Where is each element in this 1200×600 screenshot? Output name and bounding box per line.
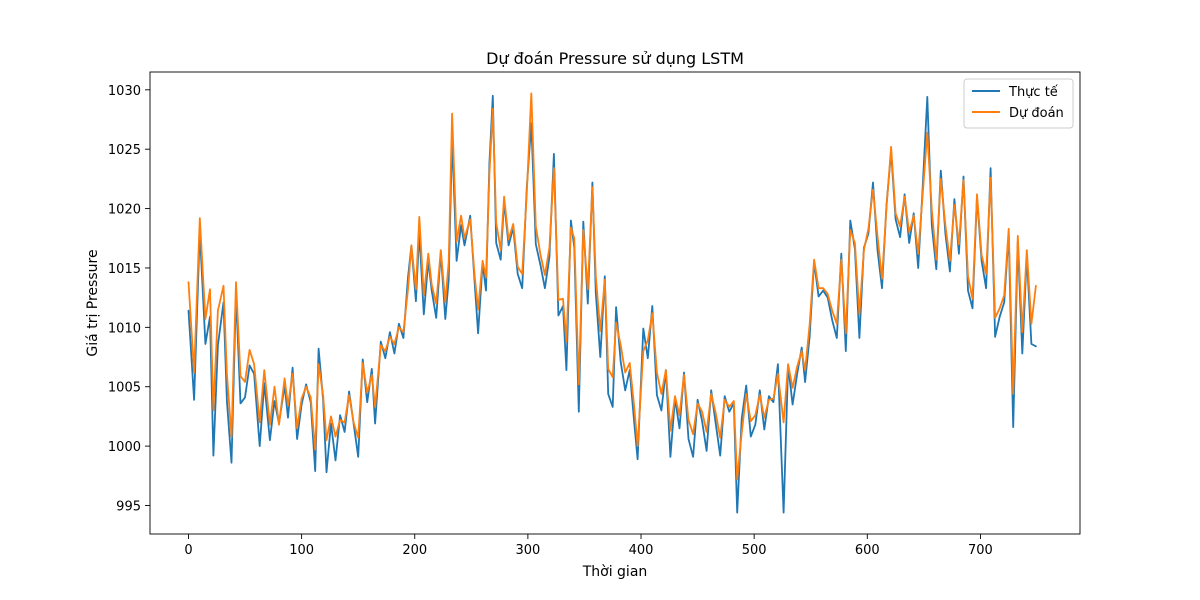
plot-area [187, 92, 1037, 514]
y-tick-label: 1005 [108, 381, 141, 396]
y-axis-ticks: 995 1000 1005 1010 1015 1020 1025 1030 [108, 84, 150, 514]
y-tick-label: 995 [116, 499, 141, 514]
legend: Thực tế Dự đoán [963, 78, 1074, 129]
y-tick-label: 1030 [108, 84, 141, 99]
legend-label-predicted: Dự đoán [1009, 106, 1064, 121]
x-tick-label: 0 [184, 543, 192, 558]
y-tick-label: 1010 [108, 321, 141, 336]
y-tick-label: 1025 [108, 143, 141, 158]
y-axis-label: Giá trị Pressure [85, 249, 101, 356]
plot-frame [149, 71, 1081, 535]
x-tick-label: 600 [855, 543, 880, 558]
chart-title: Dự đoán Pressure sử dụng LSTM [486, 49, 744, 68]
y-tick-label: 1000 [108, 440, 141, 455]
series-line-predicted [187, 92, 1037, 481]
legend-label-actual: Thực tế [1008, 85, 1058, 100]
x-tick-label: 300 [515, 543, 540, 558]
x-tick-label: 200 [402, 543, 427, 558]
x-tick-label: 700 [968, 543, 993, 558]
x-axis-ticks: 0 100 200 300 400 500 600 700 [184, 534, 993, 558]
y-tick-label: 1015 [108, 262, 141, 277]
x-tick-label: 500 [742, 543, 767, 558]
x-axis-label: Thời gian [582, 564, 648, 580]
x-tick-label: 100 [289, 543, 314, 558]
y-tick-label: 1020 [108, 203, 141, 218]
x-tick-label: 400 [629, 543, 654, 558]
